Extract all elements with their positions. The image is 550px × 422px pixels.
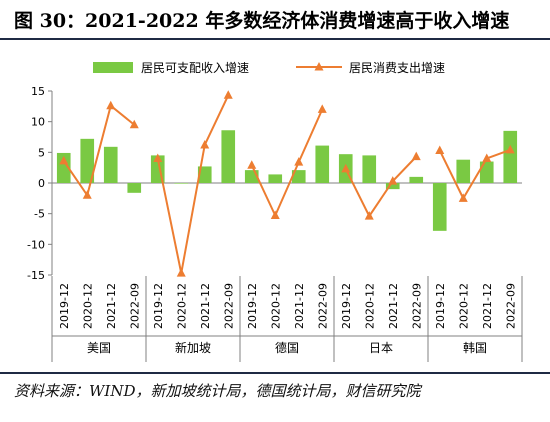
income-bar (197, 166, 212, 183)
group-label: 新加坡 (175, 340, 211, 355)
consumption-line (438, 148, 511, 201)
consumption-marker (176, 268, 186, 277)
income-bar (456, 159, 471, 183)
income-bar (221, 130, 236, 183)
consumption-marker (247, 160, 257, 169)
income-bar (268, 174, 283, 183)
consumption-marker (223, 90, 233, 99)
consumption-marker (482, 153, 492, 162)
x-tick-label: 2022-09 (222, 283, 235, 329)
income-bar (56, 152, 71, 183)
y-tick-label: 15 (31, 85, 45, 98)
y-tick-label: 0 (38, 177, 45, 190)
consumption-marker (364, 211, 374, 220)
x-tick-label: 2020-12 (363, 283, 376, 329)
x-tick-label: 2019-12 (340, 283, 353, 329)
x-tick-label: 2022-09 (316, 283, 329, 329)
y-tick-label: -10 (27, 238, 45, 251)
consumption-marker (270, 210, 280, 220)
income-bar (127, 183, 142, 193)
x-tick-label: 2021-12 (199, 283, 212, 329)
group-label: 德国 (275, 340, 299, 355)
consumption-marker (200, 139, 210, 149)
x-tick-label: 2022-09 (504, 283, 517, 329)
top-rule (0, 38, 550, 40)
consumption-line (156, 94, 230, 274)
income-bar (291, 170, 306, 183)
consumption-marker (388, 176, 398, 185)
x-tick-label: 2019-12 (246, 283, 259, 329)
consumption-line (344, 155, 417, 219)
x-tick-label: 2022-09 (410, 283, 423, 329)
consumption-marker (458, 193, 468, 202)
x-tick-label: 2022-09 (128, 283, 141, 329)
x-tick-label: 2020-12 (457, 283, 470, 329)
x-tick-label: 2020-12 (81, 283, 94, 329)
legend-income-swatch (93, 62, 133, 73)
income-bar (362, 155, 377, 183)
income-bar (174, 183, 189, 184)
income-bar (80, 138, 95, 183)
x-tick-label: 2021-12 (105, 283, 118, 329)
income-bar (385, 183, 400, 190)
chart-title: 图 30：2021-2022 年多数经济体消费增速高于收入增速 (14, 10, 510, 32)
group-label: 日本 (369, 341, 393, 355)
x-tick-label: 2020-12 (269, 283, 282, 329)
legend-income-label: 居民可支配收入增速 (141, 61, 249, 75)
y-tick-label: -15 (27, 269, 45, 282)
consumption-marker (505, 144, 515, 154)
group-label: 美国 (87, 341, 111, 355)
income-bar (409, 176, 424, 183)
legend-consumption-marker (314, 62, 324, 71)
consumption-marker (317, 104, 327, 113)
consumption-marker (129, 119, 139, 129)
source-note: 资料来源：WIND，新加坡统计局，德国统计局，财信研究院 (14, 382, 421, 400)
y-tick-label: 5 (38, 146, 45, 159)
legend-consumption-label: 居民消费支出增速 (349, 61, 445, 75)
consumption-marker (294, 157, 304, 166)
consumption-line (250, 108, 324, 218)
income-bar (503, 130, 518, 183)
income-bar (315, 145, 330, 183)
consumption-marker (106, 100, 116, 110)
chart-svg: -15 -10 -5 0 5 10 15 2019-12 2020-12 2021-12 2022-… (27, 61, 523, 362)
consumption-line (62, 103, 135, 198)
x-tick-label: 2019-12 (152, 283, 165, 329)
consumption-marker (411, 151, 421, 161)
consumption-marker (82, 190, 92, 199)
y-tick-label: 10 (31, 116, 45, 129)
consumption-marker (435, 145, 445, 154)
x-tick-label: 2019-12 (434, 283, 447, 329)
x-tick-label: 2020-12 (175, 283, 188, 329)
consumption-marker (153, 153, 163, 162)
y-tick-label: -5 (34, 208, 45, 221)
income-bar (479, 161, 494, 183)
x-tick-label: 2019-12 (58, 283, 71, 329)
income-bar (432, 183, 447, 231)
x-tick-label: 2021-12 (293, 283, 306, 329)
group-label: 韩国 (463, 340, 487, 355)
income-bar (103, 146, 118, 183)
consumption-marker (59, 155, 69, 165)
consumption-marker (341, 163, 351, 173)
bottom-rule (0, 372, 550, 374)
x-tick-label: 2021-12 (481, 283, 494, 329)
x-tick-label: 2021-12 (387, 283, 400, 329)
